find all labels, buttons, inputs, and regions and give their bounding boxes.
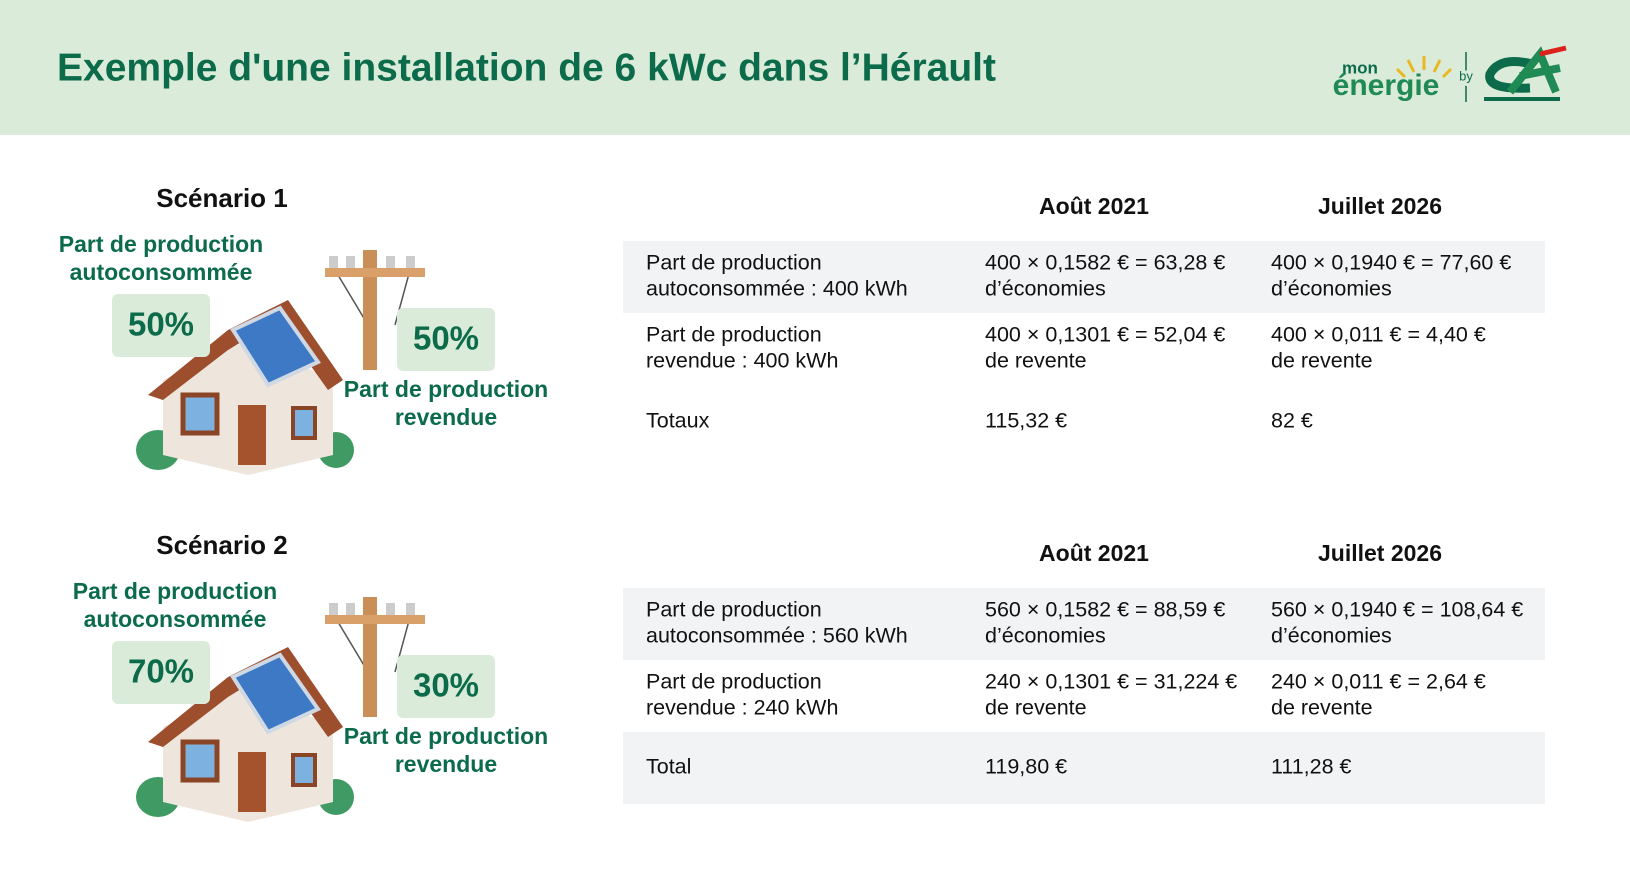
table-cell: 400 × 0,1301 € = 52,04 € [985, 323, 1225, 347]
window [180, 739, 220, 783]
pole [363, 250, 377, 370]
insulator [386, 256, 395, 268]
table-cell: 400 × 0,1582 € = 63,28 € [985, 251, 1225, 275]
wire [334, 616, 366, 668]
table-cell: autoconsommée : 560 kWh [646, 624, 908, 648]
insulator [346, 603, 355, 615]
insulator [406, 256, 415, 268]
table-cell: 119,80 € [985, 755, 1067, 779]
logo-by: by [1459, 68, 1473, 83]
table-cell: Part de production [646, 670, 822, 694]
logo: mon énergie by [1333, 45, 1567, 102]
pct-box [397, 308, 495, 371]
insulator [346, 256, 355, 268]
logo-top: mon [1342, 58, 1378, 77]
logo-main: énergie [1333, 69, 1440, 102]
pole [363, 597, 377, 717]
window [291, 406, 317, 440]
table-cell: d’économies [1271, 277, 1392, 301]
table-cell: 111,28 € [1271, 755, 1352, 779]
table-cell: de revente [985, 349, 1087, 373]
title: Exemple d'une installation de 6 kWc dans… [57, 46, 996, 89]
door [238, 752, 266, 812]
table-cell: 82 € [1271, 409, 1313, 433]
header-bg [0, 0, 1630, 135]
label-line: Part de production [73, 578, 277, 604]
column-header: Juillet 2026 [1318, 193, 1442, 219]
table-cell: d’économies [1271, 624, 1392, 648]
table-cell: de revente [1271, 349, 1373, 373]
scenario-title: Scénario 2 [156, 530, 288, 560]
pct-box [112, 641, 210, 704]
table-cell: 240 × 0,1301 € = 31,224 € [985, 670, 1237, 694]
table-cell: 400 × 0,011 € = 4,40 € [1271, 323, 1486, 347]
label-line: autoconsommée [84, 606, 267, 632]
window [291, 753, 317, 787]
table-cell: Part de production [646, 251, 822, 275]
table-cell: 240 × 0,011 € = 2,64 € [1271, 670, 1486, 694]
table-cell: d’économies [985, 277, 1106, 301]
row-bg [623, 241, 1545, 313]
sold-pct: 50% [413, 320, 479, 357]
sold-pct: 30% [413, 667, 479, 704]
insulator [386, 603, 395, 615]
crossarm [325, 268, 425, 277]
column-header: Juillet 2026 [1318, 540, 1442, 566]
auto-pct: 70% [128, 653, 194, 690]
label-line: revendue [395, 404, 497, 430]
table-cell: 560 × 0,1582 € = 88,59 € [985, 598, 1225, 622]
table-cell: Part de production [646, 323, 822, 347]
table-cell: 400 × 0,1940 € = 77,60 € [1271, 251, 1511, 275]
table-cell: Totaux [646, 409, 710, 433]
window [180, 392, 220, 436]
label-line: revendue [395, 751, 497, 777]
table-cell: revendue : 240 kWh [646, 696, 838, 720]
label-line: autoconsommée [70, 259, 253, 285]
auto-label: Part de production autoconsommée [73, 578, 277, 632]
pct-box [112, 294, 210, 357]
insulator [406, 603, 415, 615]
wire [334, 269, 366, 321]
sun [1395, 56, 1453, 79]
row-bg [623, 588, 1545, 660]
auto-pct: 50% [128, 306, 194, 343]
table-cell: autoconsommée : 400 kWh [646, 277, 908, 301]
solar-panel [230, 305, 322, 388]
label-line: Part de production [59, 231, 263, 257]
row-bg [623, 732, 1545, 804]
sold-label: Part de production revendue [344, 723, 548, 777]
column-header: Août 2021 [1039, 193, 1149, 219]
solar-panel [230, 652, 322, 735]
label-line: Part de production [344, 376, 548, 402]
table-cell: de revente [985, 696, 1087, 720]
table-cell: d’économies [985, 624, 1106, 648]
table-cell: revendue : 400 kWh [646, 349, 838, 373]
ca-bar [1484, 97, 1560, 101]
door [238, 405, 266, 465]
label-line: Part de production [344, 723, 548, 749]
insulator [329, 603, 338, 615]
scenario-title: Scénario 1 [156, 183, 288, 213]
auto-label: Part de production autoconsommée [59, 231, 263, 285]
table-cell: Part de production [646, 598, 822, 622]
table-cell: Total [646, 755, 691, 779]
pct-box [397, 655, 495, 718]
sold-label: Part de production revendue [344, 376, 548, 430]
column-header: Août 2021 [1039, 540, 1149, 566]
insulator [329, 256, 338, 268]
crossarm [325, 615, 425, 624]
table-cell: 560 × 0,1940 € = 108,64 € [1271, 598, 1523, 622]
table-cell: de revente [1271, 696, 1373, 720]
ca-accent [1539, 45, 1567, 57]
table-cell: 115,32 € [985, 409, 1067, 433]
